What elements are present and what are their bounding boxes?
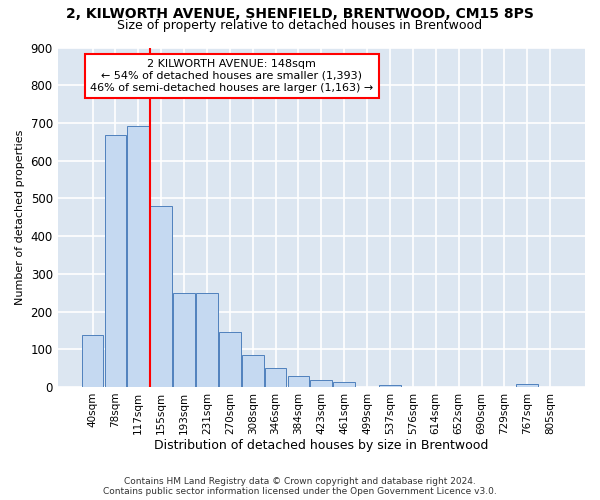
X-axis label: Distribution of detached houses by size in Brentwood: Distribution of detached houses by size … (154, 440, 488, 452)
Bar (334, 382, 355, 387)
Bar (287, 376, 310, 387)
Bar (265, 368, 286, 387)
Bar (150, 206, 172, 387)
Bar (379, 385, 401, 387)
Text: 2, KILWORTH AVENUE, SHENFIELD, BRENTWOOD, CM15 8PS: 2, KILWORTH AVENUE, SHENFIELD, BRENTWOOD… (66, 8, 534, 22)
Bar (242, 355, 263, 387)
Bar (517, 384, 538, 387)
Bar (104, 136, 126, 387)
Bar (82, 335, 103, 387)
Text: Size of property relative to detached houses in Brentwood: Size of property relative to detached ho… (118, 19, 482, 32)
Text: Contains HM Land Registry data © Crown copyright and database right 2024.
Contai: Contains HM Land Registry data © Crown c… (103, 476, 497, 496)
Bar (219, 332, 241, 387)
Text: 2 KILWORTH AVENUE: 148sqm
← 54% of detached houses are smaller (1,393)
46% of se: 2 KILWORTH AVENUE: 148sqm ← 54% of detac… (90, 60, 373, 92)
Bar (310, 380, 332, 387)
Bar (173, 294, 195, 387)
Y-axis label: Number of detached properties: Number of detached properties (15, 130, 25, 305)
Bar (127, 126, 149, 387)
Bar (196, 294, 218, 387)
